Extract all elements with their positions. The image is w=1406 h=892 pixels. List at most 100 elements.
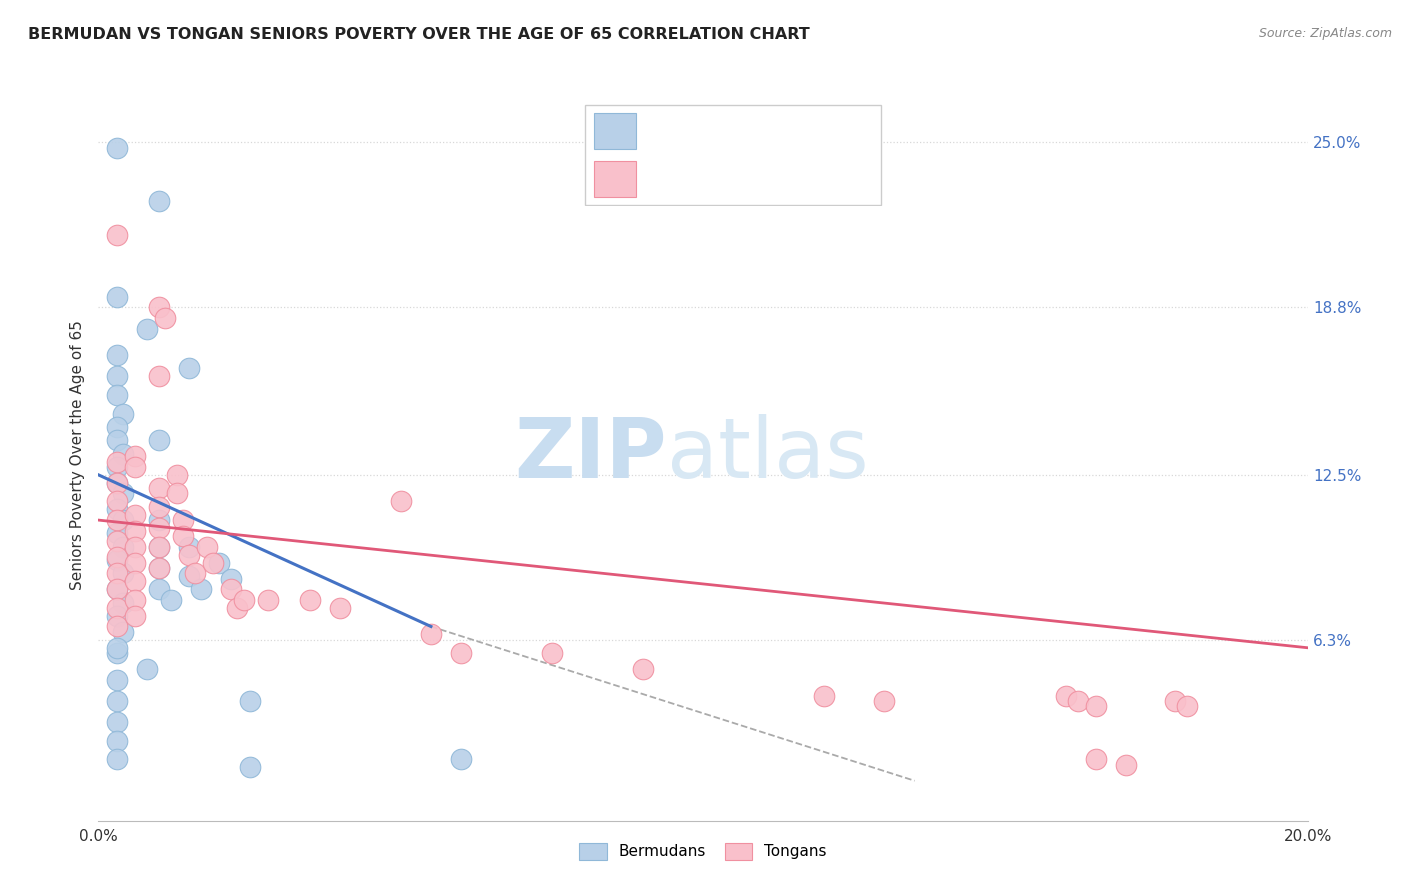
Point — [166, 467, 188, 482]
Point — [172, 513, 194, 527]
Point — [111, 595, 134, 609]
Point — [105, 141, 128, 155]
Point — [1054, 689, 1077, 703]
Point — [450, 646, 472, 660]
Point — [172, 529, 194, 543]
Point — [329, 600, 352, 615]
Point — [124, 574, 146, 589]
Point — [105, 640, 128, 655]
Point — [195, 540, 218, 554]
Point — [105, 348, 128, 362]
Point — [105, 494, 128, 508]
Point — [1115, 757, 1137, 772]
Point — [1085, 752, 1108, 766]
Point — [221, 582, 243, 597]
Point — [148, 194, 170, 208]
Point — [232, 593, 254, 607]
Point — [124, 593, 146, 607]
Point — [124, 459, 146, 474]
Point — [135, 662, 157, 676]
Point — [105, 290, 128, 304]
Point — [389, 494, 412, 508]
Point — [148, 301, 170, 315]
Point — [105, 715, 128, 730]
Point — [105, 534, 128, 549]
Point — [105, 388, 128, 402]
Point — [124, 608, 146, 623]
Point — [873, 694, 896, 708]
Point — [111, 447, 134, 461]
Point — [184, 566, 207, 581]
Point — [105, 475, 128, 490]
Point — [813, 689, 835, 703]
Point — [124, 449, 146, 463]
Point — [111, 540, 134, 554]
Point — [105, 694, 128, 708]
Point — [124, 508, 146, 522]
Point — [239, 694, 262, 708]
Point — [105, 550, 128, 565]
Point — [105, 619, 128, 633]
Point — [105, 434, 128, 448]
Point — [105, 582, 128, 597]
Point — [105, 459, 128, 474]
Point — [105, 553, 128, 567]
Point — [135, 321, 157, 335]
Point — [1175, 699, 1198, 714]
Point — [166, 486, 188, 500]
Point — [124, 556, 146, 570]
Point — [221, 572, 243, 586]
Point — [105, 673, 128, 687]
Point — [105, 600, 128, 615]
Point — [148, 561, 170, 575]
Point — [1163, 694, 1185, 708]
Point — [226, 600, 249, 615]
Point — [105, 454, 128, 468]
Point — [179, 548, 201, 562]
Point — [105, 513, 128, 527]
Point — [148, 561, 170, 575]
Point — [540, 646, 562, 660]
Point — [111, 624, 134, 639]
Point — [256, 593, 278, 607]
Point — [105, 502, 128, 516]
Point — [124, 540, 146, 554]
Point — [179, 361, 201, 376]
Point — [105, 582, 128, 597]
Point — [111, 407, 134, 421]
Point — [105, 734, 128, 748]
Point — [105, 526, 128, 541]
Point — [105, 608, 128, 623]
Point — [148, 500, 170, 514]
Point — [631, 662, 654, 676]
Point — [111, 566, 134, 581]
Point — [190, 582, 212, 597]
Point — [153, 310, 176, 325]
Point — [105, 752, 128, 766]
Point — [148, 521, 170, 535]
Text: atlas: atlas — [666, 415, 869, 495]
Point — [148, 582, 170, 597]
Legend: Bermudans, Tongans: Bermudans, Tongans — [571, 835, 835, 868]
Text: BERMUDAN VS TONGAN SENIORS POVERTY OVER THE AGE OF 65 CORRELATION CHART: BERMUDAN VS TONGAN SENIORS POVERTY OVER … — [28, 27, 810, 42]
Point — [105, 475, 128, 490]
Point — [179, 569, 201, 583]
Point — [148, 540, 170, 554]
Point — [105, 369, 128, 384]
Point — [1067, 694, 1090, 708]
Text: ZIP: ZIP — [515, 415, 666, 495]
Text: Source: ZipAtlas.com: Source: ZipAtlas.com — [1258, 27, 1392, 40]
Point — [239, 760, 262, 774]
Point — [105, 566, 128, 581]
Point — [299, 593, 322, 607]
Point — [450, 752, 472, 766]
Point — [111, 513, 134, 527]
Point — [1085, 699, 1108, 714]
Point — [208, 556, 231, 570]
Point — [420, 627, 443, 641]
Point — [105, 646, 128, 660]
Point — [160, 593, 183, 607]
Point — [148, 540, 170, 554]
Point — [148, 369, 170, 384]
Point — [148, 481, 170, 495]
